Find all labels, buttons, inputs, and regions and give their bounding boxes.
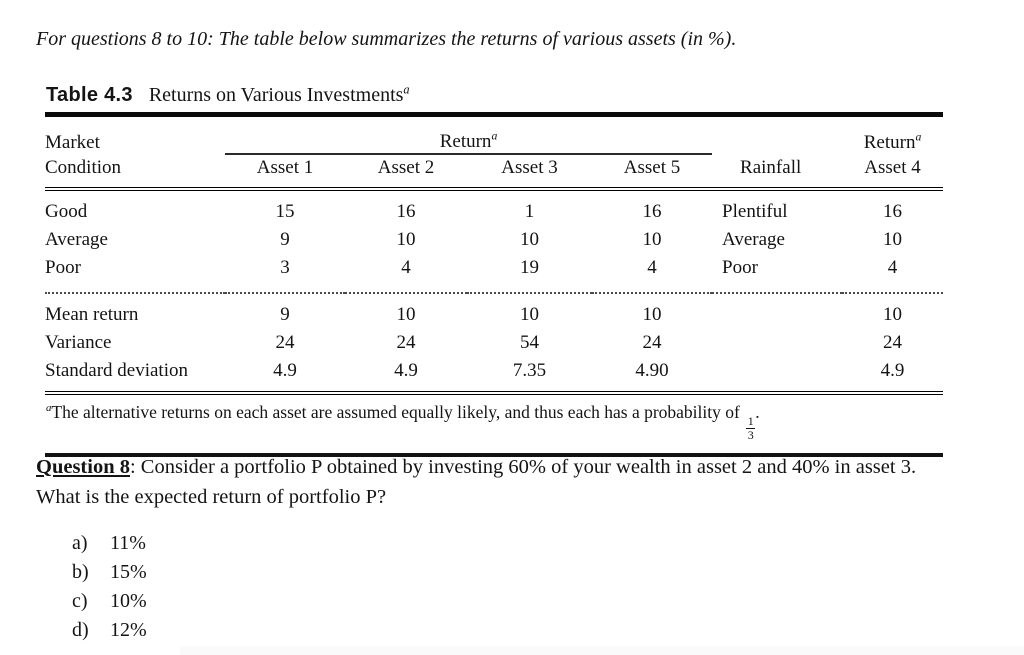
table-cell: 24 [883,332,903,353]
table-cell: 19 [467,254,592,294]
option-a: a) 11% [72,529,147,558]
option-c-value: 10% [110,590,147,612]
table-section: Table 4.3 Returns on Various Investmentsa… [45,82,944,458]
table-cell: 24 [642,332,662,353]
option-b-label: b) [72,561,89,583]
header-asset2: Asset 2 [345,154,467,191]
table-cell: 9 [280,304,290,325]
fraction-numerator: 1 [746,414,756,429]
header-row-1: Market Returna Returna [45,117,943,155]
option-b-value: 15% [110,561,147,583]
table-cell: 7.35 [467,357,592,395]
question-label: Question 8 [36,456,130,478]
option-d-value: 12% [110,619,147,641]
table-row-stddev: Standard deviation 4.9 4.9 7.35 4.90 4.9 [45,357,944,395]
table-cell: 15 [275,201,295,222]
table-cell: 16 [396,201,416,222]
table-cell: 54 [520,332,539,353]
answer-options: a) 11% b) 15% c) 10% d) 12% [72,529,147,645]
table-body: Good 15 16 1 16 Plentiful 16 Average 9 1… [45,189,944,395]
option-d: d) 12% [72,616,147,645]
intro-text: For questions 8 to 10: The table below s… [36,28,737,50]
header-asset5: Asset 5 [592,154,713,191]
table-cell: Good [45,201,88,222]
table-row-average: Average 9 10 10 10 Average 10 [45,226,943,254]
table-cell: 10 [883,229,903,250]
table-cell: 4.9 [225,357,345,395]
footnote-marker: a [46,402,52,415]
table-cell: 4.9 [345,357,467,395]
option-a-label: a) [72,532,88,554]
table-cell: 9 [280,229,290,250]
table-cell: 16 [883,201,903,222]
returns-table: Market Returna Returna Condition Asset 1… [45,117,944,395]
table-cell: Mean return [45,304,139,325]
header-rainfall-spacer [712,117,842,154]
table-caption-label: Table 4.3 [46,84,133,106]
table-cell: Average [722,229,785,250]
table-row-good: Good 15 16 1 16 Plentiful 16 [45,189,943,226]
table-caption-title: Returns on Various Investments [148,84,404,106]
table-cell: 10 [520,229,539,250]
table-cell: Variance [45,332,112,353]
table-header: Market Returna Returna Condition Asset 1… [45,117,944,191]
table-cell [712,357,843,395]
table-cell: 1 [524,201,535,222]
table-cell [712,293,842,329]
header-return-asset4: Returna [863,130,922,153]
table-cell: Poor [45,254,225,294]
table-cell: 10 [642,304,662,325]
table-cell: Average [45,229,108,250]
table-cell: 4.90 [592,357,713,395]
table-cell: Standard deviation [45,357,225,395]
table-cell: 24 [396,332,416,353]
question-body: : Consider a portfolio P obtained by inv… [36,456,917,508]
option-c-label: c) [72,590,88,612]
option-a-value: 11% [110,532,146,554]
header-asset4: Asset 4 [842,154,944,191]
page-edge-shadow [180,646,1024,655]
table-cell: 16 [642,201,662,222]
table-row-poor: Poor 3 4 19 4 Poor 4 [45,254,944,294]
footnote-marker: a [491,129,498,143]
table-cell: 4.9 [842,357,944,395]
table-caption: Table 4.3 Returns on Various Investmentsa [46,82,943,107]
footnote-text: The alternative returns on each asset ar… [51,402,745,422]
header-return-span: Returna [225,117,713,155]
header-asset3: Asset 3 [467,154,592,191]
option-c: c) 10% [72,587,147,616]
footnote-marker: a [403,82,410,97]
table-cell: 4 [592,254,713,294]
header-row-2: Condition Asset 1 Asset 2 Asset 3 Asset … [45,154,944,191]
table-footnote: aThe alternative returns on each asset a… [45,395,943,441]
table-cell [712,329,842,357]
table-cell: 10 [883,304,903,325]
header-asset1: Asset 1 [225,154,345,191]
table-cell: 4 [345,254,467,294]
table-row-mean: Mean return 9 10 10 10 10 [45,293,943,329]
table-cell: 10 [396,304,416,325]
table-cell: 10 [396,229,416,250]
table-cell: 10 [520,304,539,325]
table-cell: 24 [275,332,295,353]
table-cell: 10 [642,229,662,250]
footnote-marker: a [915,130,922,144]
header-condition: Condition [45,154,225,191]
table-top-rule [45,112,943,117]
table-cell: Plentiful [722,201,788,222]
question-text: Question 8: Consider a portfolio P obtai… [36,452,960,512]
option-d-label: d) [72,619,89,641]
table-cell: Poor [712,254,843,294]
table-row-variance: Variance 24 24 54 24 24 [45,329,943,357]
fraction-denominator: 3 [747,427,754,442]
table-cell: 4 [842,254,944,294]
header-rainfall: Rainfall [712,154,843,191]
option-b: b) 15% [72,558,147,587]
table-cell: 3 [225,254,345,294]
section-bottom-rule [45,453,943,458]
footnote-period: . [755,402,760,422]
header-market: Market [45,132,100,153]
